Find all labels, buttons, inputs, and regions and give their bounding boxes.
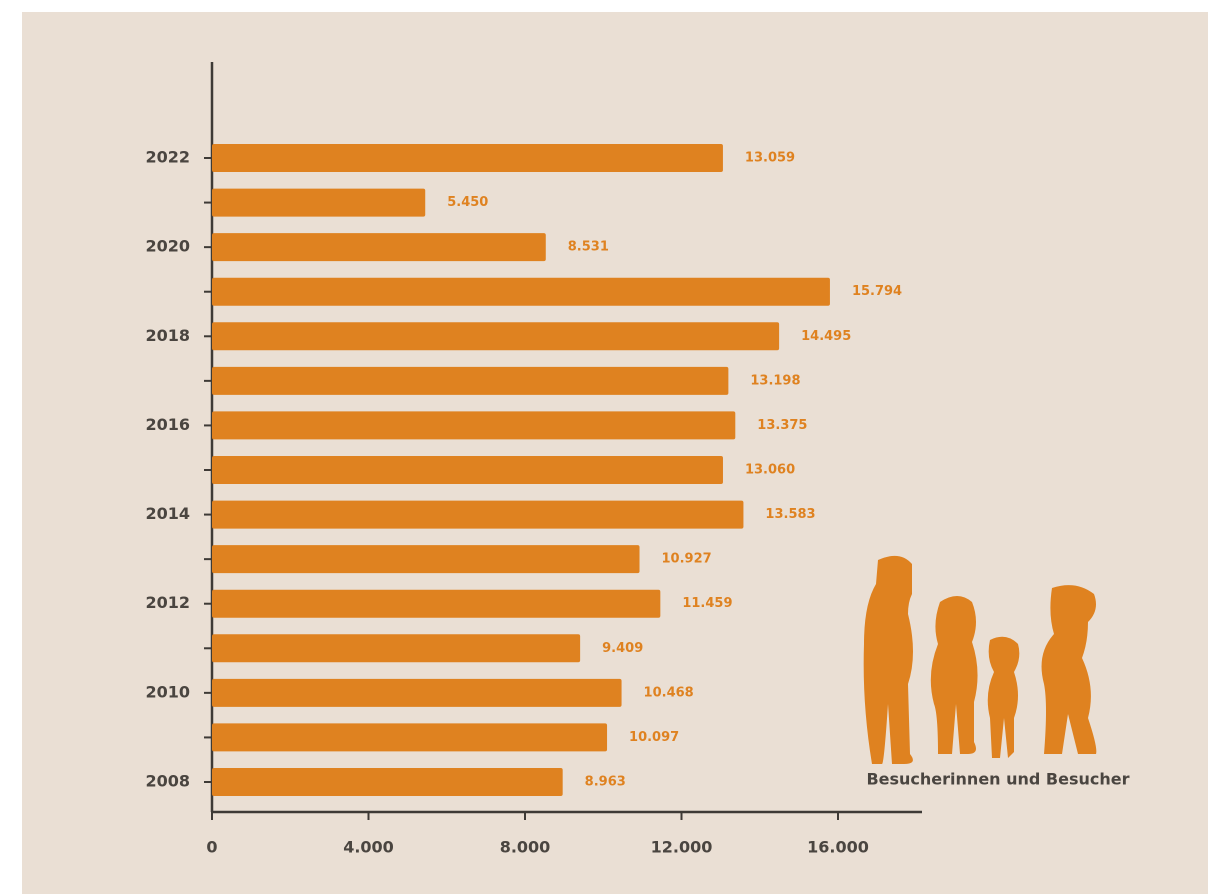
y-tick-label: 2008 xyxy=(145,772,190,791)
value-label: 13.060 xyxy=(745,463,795,478)
x-tick-label: 12.000 xyxy=(651,838,713,857)
bar xyxy=(212,634,581,663)
bar xyxy=(212,233,546,262)
value-label: 14.495 xyxy=(801,329,851,344)
value-label: 15.794 xyxy=(852,284,902,299)
bar xyxy=(212,500,744,529)
x-tick-label: 8.000 xyxy=(500,838,551,857)
legend-icon xyxy=(863,555,1097,764)
value-label: 9.409 xyxy=(602,641,643,656)
x-tick-label: 0 xyxy=(206,838,217,857)
value-label: 5.450 xyxy=(447,195,488,210)
bar xyxy=(212,678,622,707)
value-label: 8.531 xyxy=(568,240,609,255)
value-label: 10.097 xyxy=(629,730,679,745)
value-label: 10.927 xyxy=(662,552,712,567)
figure xyxy=(863,555,913,764)
figure xyxy=(987,636,1020,758)
value-label: 13.583 xyxy=(765,507,815,522)
y-tick-label: 2016 xyxy=(145,415,190,434)
value-label: 13.198 xyxy=(750,373,800,388)
bar xyxy=(212,366,729,395)
figure xyxy=(1041,585,1097,754)
value-label: 13.375 xyxy=(757,418,807,433)
value-label: 8.963 xyxy=(585,775,626,790)
legend-label: Besucherinnen und Besucher xyxy=(866,770,1129,789)
y-tick-label: 2020 xyxy=(145,237,190,256)
value-label: 11.459 xyxy=(682,596,732,611)
bar xyxy=(212,456,723,484)
value-label: 10.468 xyxy=(644,685,694,700)
y-tick-label: 2010 xyxy=(145,682,190,701)
y-tick-label: 2022 xyxy=(145,148,190,167)
bar xyxy=(212,768,563,796)
figure xyxy=(930,596,978,754)
bar xyxy=(212,277,830,306)
bar xyxy=(212,589,661,618)
x-tick-label: 4.000 xyxy=(343,838,394,857)
y-tick-label: 2012 xyxy=(145,593,190,612)
bar xyxy=(212,545,640,574)
bar xyxy=(212,411,736,440)
bar xyxy=(212,188,426,217)
value-label: 13.059 xyxy=(745,151,795,166)
bar xyxy=(212,322,780,351)
y-tick-label: 2014 xyxy=(145,504,190,523)
y-tick-label: 2018 xyxy=(145,326,190,345)
bar xyxy=(212,144,723,172)
bar xyxy=(212,723,608,752)
x-tick-label: 16.000 xyxy=(807,838,869,857)
